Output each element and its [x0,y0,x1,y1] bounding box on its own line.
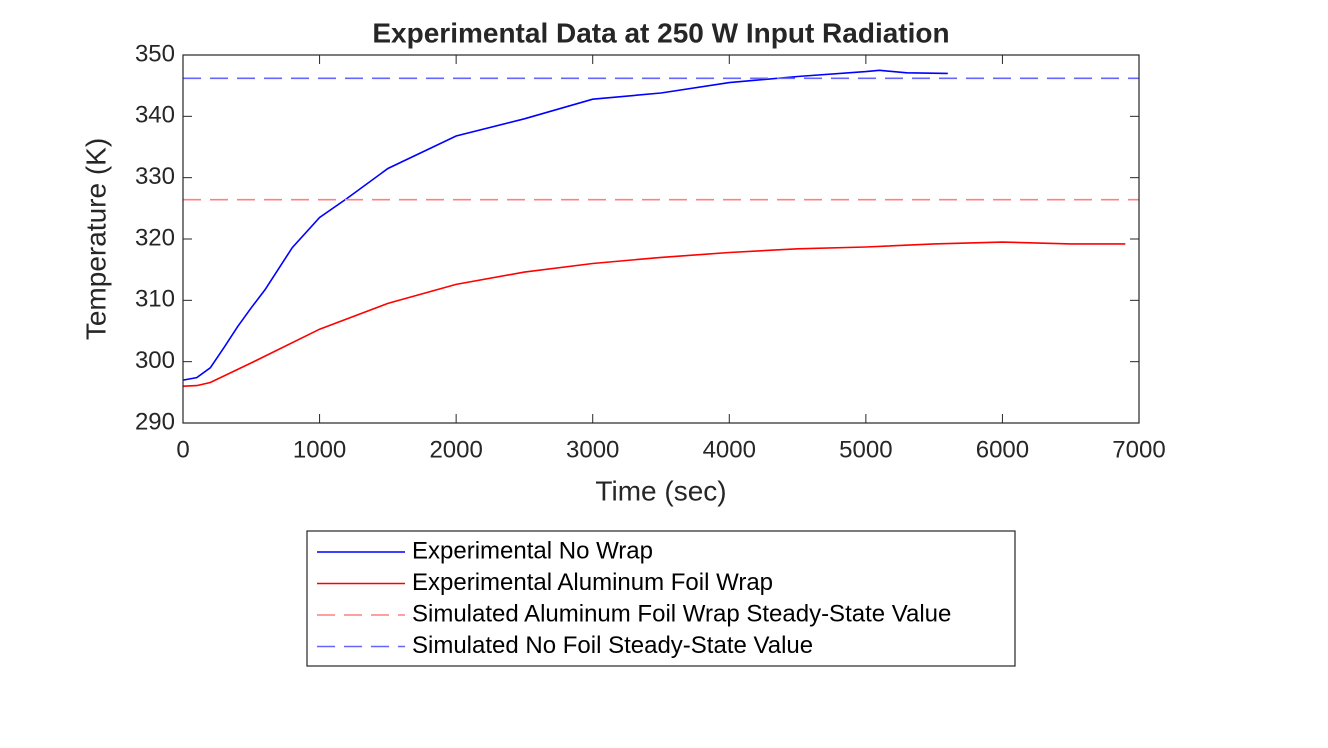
legend-label: Experimental No Wrap [412,537,653,564]
series-line [182,69,948,381]
legend-label: Experimental Aluminum Foil Wrap [412,569,773,596]
x-tick-label: 3000 [566,436,619,463]
x-tick-label: 6000 [976,436,1029,463]
legend-label: Simulated Aluminum Foil Wrap Steady-Stat… [412,600,951,627]
legend-box [306,530,1016,667]
x-tick-label: 2000 [429,436,482,463]
x-axis-label: Time (sec) [595,475,726,506]
legend-label: Simulated No Foil Steady-State Value [412,632,813,659]
x-tick-label: 5000 [839,436,892,463]
y-axis-label: Temperature (K) [80,138,111,340]
y-tick-label: 320 [135,224,175,251]
y-tick-label: 310 [135,286,175,313]
y-tick-label: 300 [135,347,175,374]
chart-title: Experimental Data at 250 W Input Radiati… [372,17,949,48]
plot-frame [182,54,1140,424]
x-tick-label: 4000 [703,436,756,463]
x-tick-label: 7000 [1112,436,1165,463]
series-line [182,241,1126,387]
y-tick-label: 330 [135,163,175,190]
y-tick-label: 290 [135,408,175,435]
y-tick-label: 340 [135,102,175,129]
x-tick-label: 1000 [293,436,346,463]
x-tick-label: 0 [176,436,189,463]
y-tick-label: 350 [135,40,175,67]
